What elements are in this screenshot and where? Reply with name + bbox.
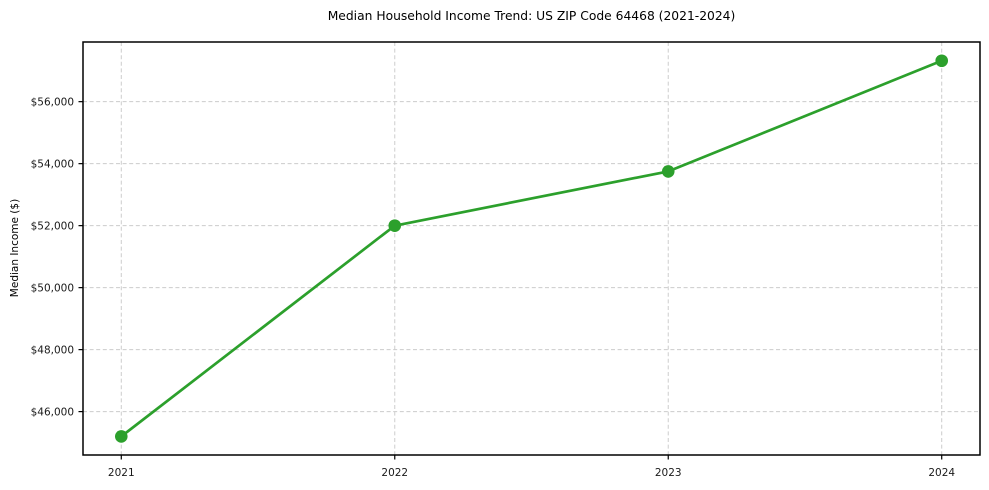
data-point-2022 xyxy=(388,219,402,232)
plot-border xyxy=(82,41,981,456)
data-point-2023 xyxy=(661,165,675,178)
x-tick-label: 2024 xyxy=(928,467,955,479)
x-tick-label: 2021 xyxy=(108,467,135,479)
trend-line xyxy=(119,59,944,438)
x-tick-label: 2022 xyxy=(381,467,408,479)
y-tick-label: $50,000 xyxy=(31,282,74,294)
data-point-2021 xyxy=(114,430,128,443)
chart-title: Median Household Income Trend: US ZIP Co… xyxy=(327,9,736,23)
y-tick-label: $46,000 xyxy=(31,406,74,418)
y-axis-label: Median Income ($) xyxy=(9,198,21,298)
y-tick-label: $52,000 xyxy=(31,220,74,232)
x-tick-label: 2023 xyxy=(655,467,682,479)
y-tick-label: $54,000 xyxy=(31,158,74,170)
y-tick-label: $56,000 xyxy=(31,96,74,108)
data-point-2024 xyxy=(935,54,949,68)
y-tick-label: $48,000 xyxy=(31,344,74,356)
